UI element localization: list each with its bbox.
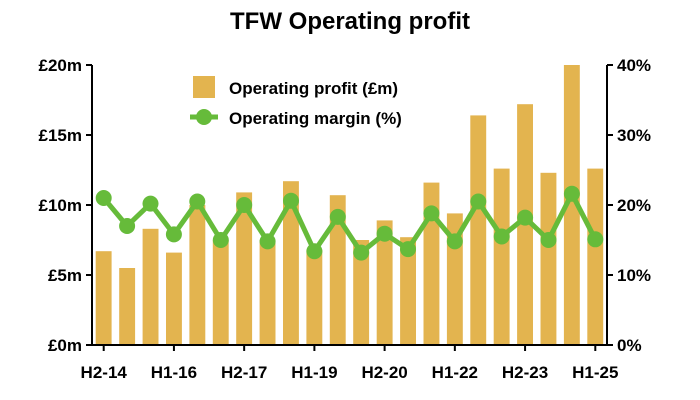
margin-point-H1-20 <box>353 244 370 261</box>
margin-point-H1-16 <box>165 226 182 243</box>
margin-point-H2-16 <box>189 193 206 210</box>
x-tick-label: H1-16 <box>151 363 197 382</box>
profit-bar-H2-17 <box>236 192 253 345</box>
profit-bar-H1-19 <box>306 249 323 345</box>
legend: Operating profit (£m) Operating margin (… <box>190 76 402 128</box>
profit-bar-H1-21 <box>400 237 416 345</box>
left-tick-label: £20m <box>39 56 82 75</box>
profit-bar-H2-20 <box>376 220 393 345</box>
margin-line <box>101 191 598 256</box>
margin-point-H1-17 <box>212 232 229 248</box>
margin-point-H2-17 <box>236 197 253 213</box>
profit-bar-H2-24 <box>563 65 580 345</box>
profit-bar-H1-24 <box>540 172 557 345</box>
margin-point-H2-20 <box>376 225 393 242</box>
margin-point-H1-18 <box>259 233 276 250</box>
left-tick-label: £0m <box>48 336 82 355</box>
x-tick-label: H2-20 <box>361 363 407 382</box>
margin-point-H1-22 <box>446 233 463 250</box>
x-tick-label: H2-14 <box>81 363 128 382</box>
right-tick-label: 10% <box>617 266 651 285</box>
axes-layer: £0m £5m £10m £15m £20m 0% 10% 20% 30% 40% H2-14 H1-… <box>39 56 652 382</box>
x-tick-label: H2-23 <box>502 363 548 382</box>
profit-bar-H1-15 <box>119 268 136 345</box>
profit-bar-H1-20 <box>353 240 370 345</box>
margin-point-H1-25 <box>587 231 604 248</box>
x-tick-label: H2-17 <box>221 363 267 382</box>
margin-point-H2-19 <box>329 208 346 225</box>
left-tick-label: £10m <box>39 196 82 215</box>
left-tick-label: £15m <box>39 126 82 145</box>
right-tick-label: 20% <box>617 196 651 215</box>
profit-bar-H1-25 <box>587 168 604 345</box>
margin-point-H1-24 <box>540 232 557 248</box>
margin-point-H2-15 <box>142 195 159 212</box>
profit-bar-H2-19 <box>329 195 346 345</box>
left-tick-label: £5m <box>48 266 82 285</box>
margin-point-H1-15 <box>119 218 136 234</box>
profit-bar-H2-14 <box>95 251 112 345</box>
margin-point-H2-23 <box>517 209 534 226</box>
profit-bar-H1-18 <box>259 240 276 345</box>
x-tick-label: H1-25 <box>572 363 618 382</box>
profit-bar-H2-15 <box>142 228 159 345</box>
margin-point-H1-19 <box>306 243 323 260</box>
chart-title: TFW Operating profit <box>230 8 470 35</box>
margin-point-H2-18 <box>283 192 299 209</box>
margin-line-layer <box>95 185 604 261</box>
x-tick-label: H1-19 <box>291 363 337 382</box>
legend-label-profit: Operating profit (£m) <box>229 79 398 98</box>
right-tick-label: 0% <box>617 336 642 355</box>
x-tick-label: H1-22 <box>432 363 478 382</box>
profit-bar-H2-16 <box>189 205 206 345</box>
profit-bar-H1-16 <box>166 252 182 345</box>
profit-bar-H2-22 <box>470 115 487 346</box>
margin-point-H2-14 <box>95 190 112 206</box>
profit-bar-H2-18 <box>283 181 299 345</box>
legend-label-margin: Operating margin (%) <box>229 109 402 128</box>
right-tick-label: 30% <box>617 126 651 145</box>
margin-point-H1-21 <box>400 241 416 258</box>
margin-point-H2-24 <box>563 185 580 202</box>
margin-point-H1-23 <box>493 228 510 245</box>
right-tick-label: 40% <box>617 56 651 75</box>
margin-point-H2-22 <box>470 193 487 210</box>
bars-layer <box>95 65 604 346</box>
margin-point-H2-21 <box>423 205 440 222</box>
profit-bar-H1-23 <box>493 168 510 345</box>
profit-bar-H1-17 <box>212 240 229 345</box>
legend-swatch-profit <box>193 76 215 98</box>
legend-swatch-margin-marker <box>196 109 212 125</box>
